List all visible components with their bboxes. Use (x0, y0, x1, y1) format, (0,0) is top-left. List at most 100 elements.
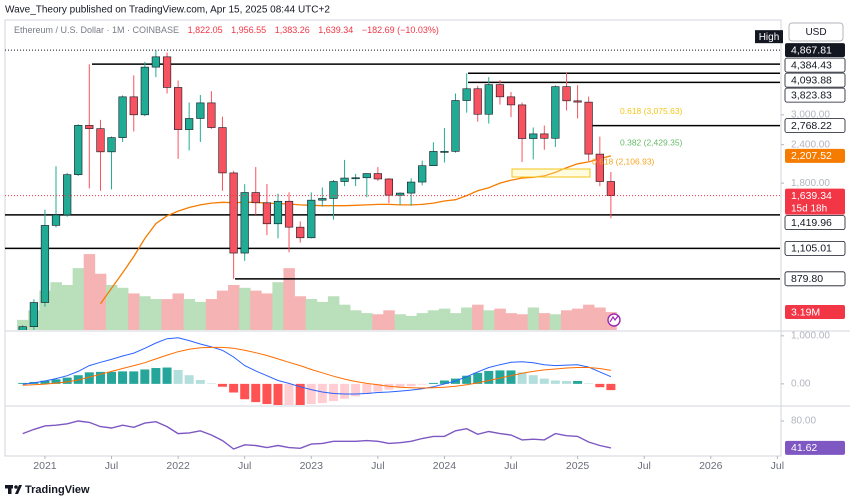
high-marker (755, 30, 783, 44)
candle-body (296, 226, 305, 239)
volume-bar (394, 314, 406, 330)
candle-body (362, 173, 371, 179)
macd-histogram-bar (362, 383, 372, 394)
footer-brand: TradingView (25, 484, 90, 496)
candle-body (384, 178, 394, 196)
candle-body (495, 84, 505, 98)
event-icon[interactable] (607, 313, 621, 327)
macd-histogram-bar (506, 370, 516, 384)
y-tick-label: 2,400.00 (791, 139, 830, 150)
macd-histogram-bar (351, 383, 361, 397)
volume-bar (549, 314, 562, 330)
candle-body (318, 198, 327, 201)
high-marker-label: High (759, 32, 780, 43)
x-tick-label: Jul (637, 460, 650, 472)
x-tick-label: Jul (504, 460, 517, 472)
price-tag (784, 240, 846, 256)
candle-body (185, 118, 194, 130)
candle-body (418, 165, 427, 183)
macd-histogram-bar (595, 383, 605, 388)
volume-bar (405, 315, 418, 330)
volume-bar (172, 293, 185, 330)
macd-histogram-bar (484, 370, 494, 384)
volume-bar (283, 268, 295, 330)
volume-bar (461, 307, 473, 330)
macd-histogram-bar (317, 383, 327, 404)
price-tag (784, 57, 846, 73)
candle-body (129, 96, 138, 116)
event-icon-glyph (609, 315, 619, 323)
price-tag (784, 72, 846, 88)
fib-label: 0.382 (2,429.35) (620, 137, 683, 147)
macd-histogram-bar (517, 372, 527, 384)
volume-bar (361, 313, 373, 330)
candle-body (162, 56, 172, 88)
candle-body (440, 151, 449, 153)
candle-body (462, 88, 471, 101)
volume-bar (438, 308, 451, 330)
volume-bar (538, 313, 551, 330)
candle-body (51, 214, 61, 226)
y-tick-label: 80.00 (791, 416, 816, 427)
currency-label[interactable]: USD (805, 27, 826, 38)
fib-label: 0.618 (2,106.93) (592, 156, 655, 166)
x-tick-label: 2022 (166, 460, 190, 472)
price-pane (5, 49, 780, 330)
macd-histogram-bar (462, 375, 472, 384)
macd-histogram-bar (195, 380, 205, 384)
macd-histogram-bar (539, 378, 549, 384)
volume-bar (61, 285, 74, 330)
macd-histogram-bar (107, 371, 117, 384)
x-tick-label: Jul (105, 460, 118, 472)
volume-bar (560, 310, 573, 330)
volume-bar (261, 293, 273, 330)
footer-logo (5, 485, 22, 494)
volume-tag-label: 3.19M (791, 306, 820, 318)
macd-histogram-bar (573, 380, 583, 384)
candle-body (18, 326, 27, 330)
macd-histogram-bar (51, 379, 61, 384)
macd-histogram-bar (62, 377, 72, 384)
legend-change: −182.69 (−10.03%) (362, 25, 439, 35)
ema-line (99, 155, 612, 305)
macd-histogram-bar (273, 383, 283, 405)
volume-bar (128, 293, 140, 330)
candle-body (151, 56, 160, 68)
macd-histogram-bar (151, 368, 161, 384)
candle-body (551, 86, 560, 139)
volume-bar (372, 314, 384, 330)
macd-histogram-bar (251, 383, 261, 403)
candle-body (63, 174, 72, 216)
y-tick-label: 1,800.00 (791, 178, 830, 189)
price-tag-label: 1,639.34 (791, 190, 832, 202)
macd-histogram-bar (184, 375, 194, 384)
macd-histogram-bar (262, 383, 272, 405)
rsi-pane (22, 420, 612, 450)
candle-body (40, 225, 50, 303)
candle-body (273, 200, 283, 225)
price-tag-label: 3,823.83 (791, 89, 832, 101)
volume-bar (250, 290, 262, 330)
candle-body (395, 192, 405, 196)
rsi-line (22, 420, 612, 450)
volume-bar (50, 282, 62, 330)
volume-bar (150, 299, 162, 330)
macd-histogram-bar (129, 371, 139, 384)
volume-bar (216, 290, 229, 330)
macd-histogram-bar (428, 382, 438, 384)
currency-box[interactable] (788, 22, 844, 42)
price-tag-label: 4,384.43 (791, 59, 832, 71)
macd-histogram-bar (606, 383, 616, 391)
x-tick-label: Jul (238, 460, 251, 472)
volume-bar (139, 296, 151, 330)
macd-histogram-bar (118, 371, 128, 384)
volume-bar (294, 296, 307, 330)
macd-histogram-bar (562, 380, 572, 384)
macd-histogram-bar (528, 375, 538, 384)
symbol-title: Ethereum / U.S. Dollar · 1M · COINBASE (14, 25, 179, 35)
volume-bar (594, 307, 606, 330)
volume-bar (327, 296, 340, 330)
volume-tag (785, 305, 845, 320)
volume-bar (516, 314, 528, 330)
